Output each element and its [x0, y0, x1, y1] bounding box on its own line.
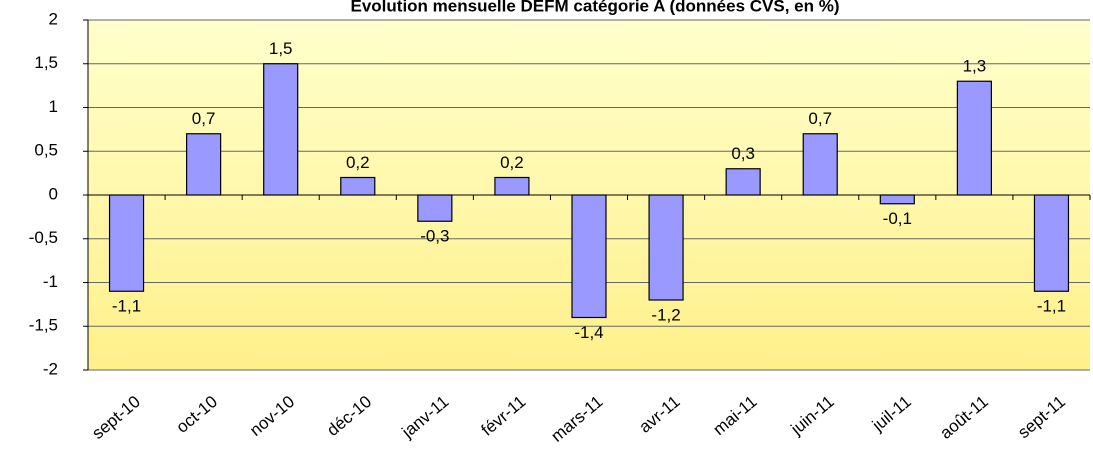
value-label: -1,2: [651, 305, 680, 324]
bar: [417, 194, 453, 222]
bar: [263, 63, 299, 196]
bar: [108, 194, 145, 292]
bar: [956, 80, 992, 196]
x-tick-label: avr-11: [635, 392, 683, 437]
value-label: 0,7: [808, 109, 832, 128]
bar: [879, 194, 915, 205]
y-tick-label: -2: [43, 359, 58, 378]
y-tick-label: 0,5: [34, 141, 58, 160]
bar: [802, 133, 838, 196]
x-tick-label: janv-11: [398, 392, 453, 442]
y-tick-label: 1,5: [34, 53, 58, 72]
x-tick-label: févr-11: [478, 392, 530, 440]
x-tick-label: juil-11: [868, 392, 915, 436]
y-tick-label: 1: [49, 97, 58, 116]
y-tick-label: 2: [49, 9, 58, 28]
x-tick-label: sept-11: [1014, 392, 1069, 442]
title-box: [210, 0, 980, 16]
value-label: -0,1: [883, 209, 912, 228]
x-tick-label: août-11: [936, 392, 991, 443]
x-tick-label: mai-11: [710, 392, 761, 439]
y-tick-label: -1,5: [29, 316, 58, 335]
chart-title: Evolution mensuelle DEFM catégorie A (do…: [351, 0, 840, 15]
value-label: -1,4: [574, 323, 603, 342]
value-label: -0,3: [420, 227, 449, 246]
bar: [340, 176, 376, 196]
x-tick-label: mars-11: [547, 392, 606, 446]
bar: [571, 194, 607, 319]
x-tick-label: oct-10: [173, 392, 221, 437]
value-label: 0,7: [192, 109, 216, 128]
bar: [494, 176, 530, 196]
bar: [186, 133, 222, 196]
value-label: 0,2: [500, 153, 524, 172]
bar: [725, 168, 761, 196]
y-tick-label: -0,5: [29, 228, 58, 247]
bar: [1033, 194, 1070, 292]
value-label: -1,1: [112, 297, 141, 316]
x-tick-label: sept-10: [88, 392, 144, 443]
y-tick-label: 0: [49, 184, 58, 203]
value-label: 1,5: [269, 39, 293, 58]
value-label: -1,1: [1037, 297, 1066, 316]
x-tick-label: juin-11: [787, 392, 838, 439]
bar: [648, 194, 684, 301]
y-tick-label: -1: [43, 272, 58, 291]
x-tick-label: nov-10: [246, 392, 298, 440]
x-tick-label: déc-10: [323, 392, 375, 440]
value-label: 0,2: [346, 153, 370, 172]
value-label: 1,3: [963, 57, 987, 76]
value-label: 0,3: [731, 144, 755, 163]
